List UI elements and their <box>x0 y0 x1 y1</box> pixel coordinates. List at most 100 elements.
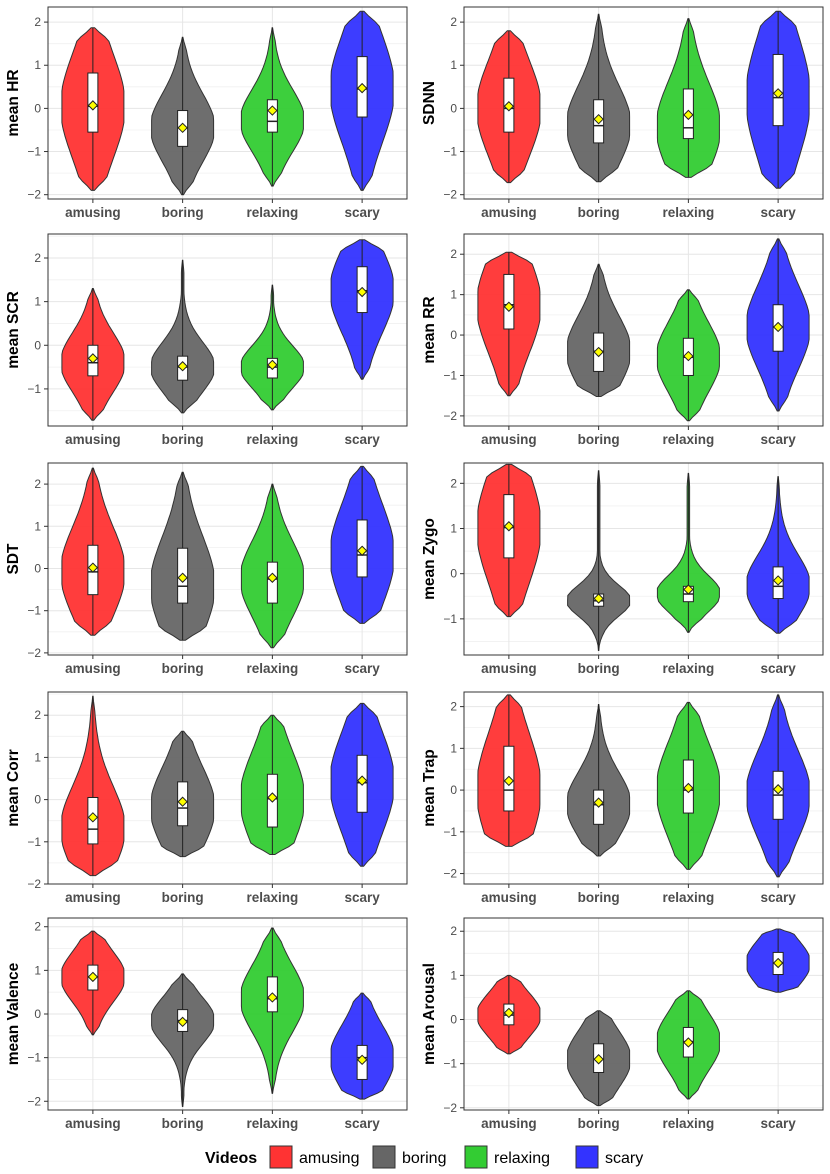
mean-marker-relaxing <box>683 350 694 362</box>
y-tick-label: −1 <box>443 1057 457 1071</box>
y-tick-label: −1 <box>443 825 457 839</box>
mean-marker-amusing <box>87 562 99 573</box>
x-tick-label: scary <box>344 1116 380 1131</box>
y-tick-label: 1 <box>34 963 41 977</box>
mean-marker-relaxing <box>683 109 694 121</box>
y-axis-label: mean Corr <box>5 749 22 827</box>
y-tick-label: −1 <box>27 382 41 396</box>
mean-marker-amusing <box>503 301 515 312</box>
x-tick-label: amusing <box>65 432 121 447</box>
legend: Videos amusing boring relaxing scary <box>205 1145 643 1169</box>
panel-sdt: −2 −1 0 1 2 amusing boring relaxing scary SDT <box>5 462 408 676</box>
y-axis-label: mean RR <box>421 296 438 363</box>
mean-marker-relaxing <box>267 105 278 116</box>
mean-marker-scary <box>772 784 784 795</box>
x-tick-label: amusing <box>65 890 121 905</box>
y-axis-label: mean Valence <box>5 962 22 1065</box>
panel-sdnn: −2 −1 0 1 2 amusing boring relaxing scary SDNN <box>421 6 824 220</box>
x-tick-label: amusing <box>65 205 121 220</box>
x-tick-label: amusing <box>481 661 537 676</box>
y-tick-label: −2 <box>27 877 41 891</box>
mean-marker-amusing <box>87 812 99 823</box>
y-tick-label: 0 <box>450 101 457 115</box>
x-tick-label: relaxing <box>662 432 714 447</box>
x-tick-label: boring <box>578 205 620 220</box>
x-tick-label: scary <box>344 432 380 447</box>
y-tick-label: −1 <box>27 835 41 849</box>
y-tick-label: 1 <box>450 522 457 536</box>
y-tick-label: 0 <box>450 783 457 797</box>
panel-mean-corr: −2 −1 0 1 2 amusing boring relaxing scary mean Co… <box>5 691 408 905</box>
x-tick-label: relaxing <box>662 1116 714 1131</box>
x-tick-label: relaxing <box>246 1116 298 1131</box>
x-tick-label: relaxing <box>662 890 714 905</box>
mean-marker-relaxing <box>683 584 694 595</box>
x-tick-label: scary <box>760 661 796 676</box>
y-axis-label: mean Trap <box>421 749 438 827</box>
y-tick-label: 1 <box>34 58 41 72</box>
y-tick-label: 2 <box>450 924 457 938</box>
y-tick-label: −2 <box>27 188 41 202</box>
y-tick-label: 1 <box>450 288 457 302</box>
mean-marker-boring <box>177 361 188 372</box>
x-tick-label: relaxing <box>246 432 298 447</box>
mean-marker-relaxing <box>683 782 694 794</box>
legend-title: Videos <box>205 1150 257 1167</box>
y-axis-label: mean SCR <box>5 291 22 369</box>
y-tick-label: −1 <box>27 1051 41 1065</box>
y-tick-label: −1 <box>27 604 41 618</box>
panel-border <box>47 691 408 885</box>
y-axis-label: SDNN <box>421 81 438 125</box>
x-tick-label: boring <box>578 432 620 447</box>
y-tick-label: 0 <box>450 328 457 342</box>
panel-mean-scr: −1 0 1 2 amusing boring relaxing scary mean SCR <box>5 233 408 447</box>
x-tick-label: boring <box>162 205 204 220</box>
x-tick-label: boring <box>162 661 204 676</box>
y-axis-label: SDT <box>5 543 22 575</box>
x-tick-label: boring <box>578 661 620 676</box>
y-tick-label: 2 <box>34 708 41 722</box>
y-tick-label: −2 <box>443 188 457 202</box>
legend-label-amusing: amusing <box>299 1150 359 1167</box>
panel-border <box>47 462 408 656</box>
mean-marker-amusing <box>503 1007 515 1019</box>
y-tick-label: −2 <box>27 1094 41 1108</box>
y-tick-label: 2 <box>450 247 457 261</box>
y-tick-label: 0 <box>450 567 457 581</box>
y-tick-label: 2 <box>34 477 41 491</box>
y-tick-label: 1 <box>34 519 41 533</box>
y-tick-label: 2 <box>450 15 457 29</box>
y-tick-label: 2 <box>34 920 41 934</box>
mean-marker-boring <box>593 797 604 808</box>
y-tick-label: 0 <box>34 101 41 115</box>
mean-marker-scary <box>772 88 784 99</box>
panel-mean-hr: −2 −1 0 1 2 amusing boring relaxing scary mean HR <box>5 6 408 220</box>
panel-border <box>463 691 824 885</box>
mean-marker-scary <box>356 286 368 298</box>
x-tick-label: boring <box>162 432 204 447</box>
mean-marker-boring <box>593 346 604 358</box>
y-tick-label: −2 <box>443 409 457 423</box>
mean-marker-amusing <box>503 521 515 532</box>
legend-swatch-relaxing <box>464 1145 488 1169</box>
mean-marker-relaxing <box>683 1037 694 1048</box>
legend-swatch-scary <box>575 1145 599 1169</box>
x-tick-label: scary <box>344 890 380 905</box>
y-tick-label: 2 <box>450 700 457 714</box>
x-tick-label: scary <box>760 432 796 447</box>
panel-mean-valence: −2 −1 0 1 2 amusing boring relaxing scary mean Va… <box>5 917 408 1131</box>
panel-border <box>463 6 824 200</box>
mean-marker-relaxing <box>267 992 278 1003</box>
y-tick-label: 0 <box>34 561 41 575</box>
mean-marker-scary <box>772 575 784 586</box>
mean-marker-relaxing <box>267 792 278 803</box>
x-tick-label: scary <box>760 890 796 905</box>
x-tick-label: boring <box>578 890 620 905</box>
mean-marker-scary <box>356 1054 368 1066</box>
y-tick-label: 2 <box>34 15 41 29</box>
x-tick-label: boring <box>578 1116 620 1131</box>
mean-marker-boring <box>593 1054 604 1065</box>
panel-border <box>47 6 408 200</box>
y-tick-label: 1 <box>450 741 457 755</box>
